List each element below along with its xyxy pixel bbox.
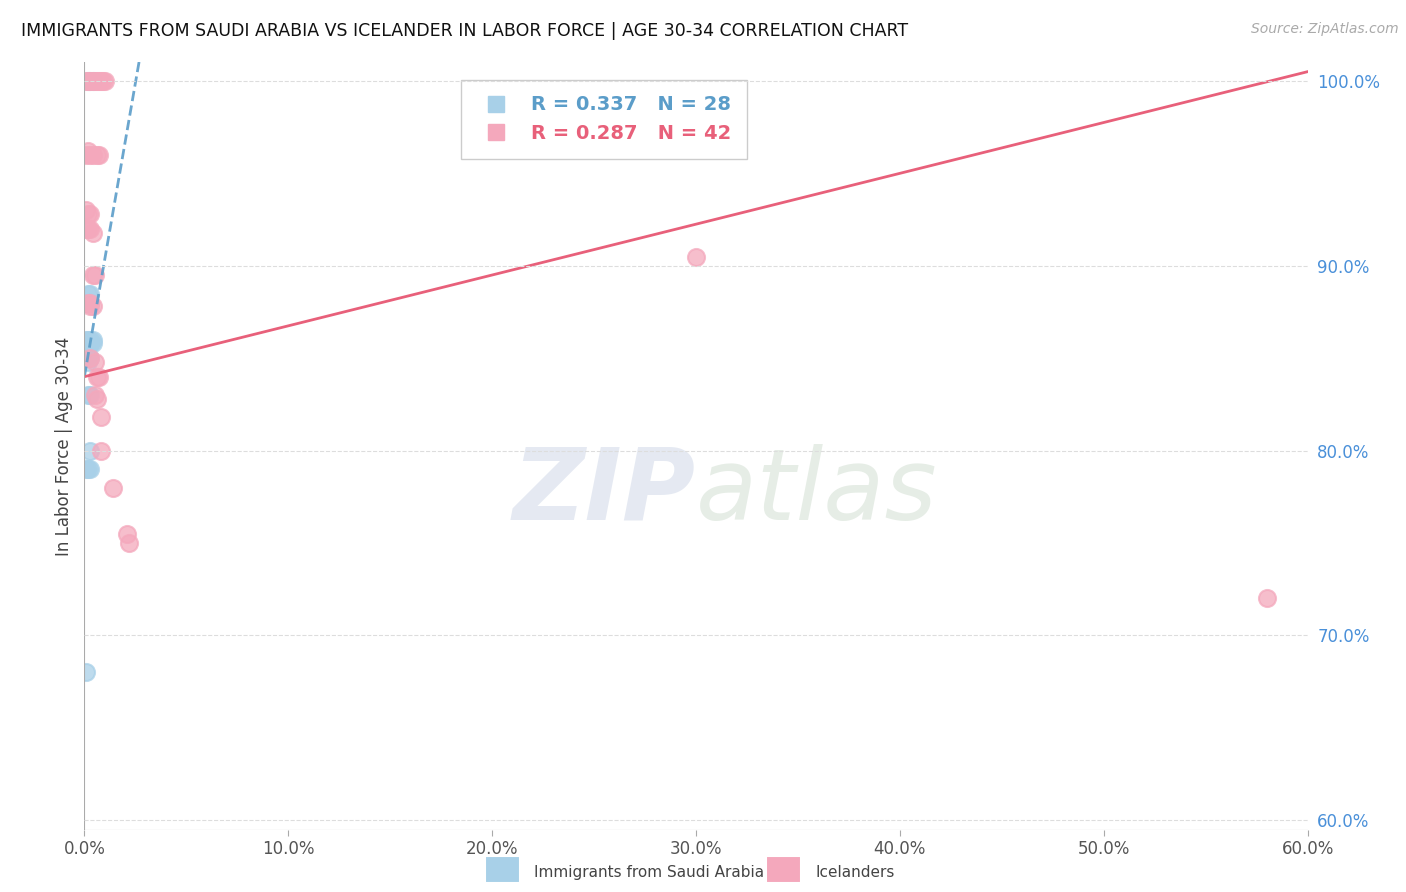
Point xyxy=(75,203,97,218)
Point xyxy=(115,526,138,541)
Point xyxy=(90,410,112,425)
Point xyxy=(86,74,108,88)
Point xyxy=(75,462,97,476)
Text: Immigrants from Saudi Arabia: Immigrants from Saudi Arabia xyxy=(534,865,765,880)
Point xyxy=(79,351,101,366)
Point xyxy=(77,222,100,236)
Point xyxy=(77,462,100,476)
Point xyxy=(75,295,97,310)
Y-axis label: In Labor Force | Age 30-34: In Labor Force | Age 30-34 xyxy=(55,336,73,556)
Point xyxy=(79,222,101,236)
Point xyxy=(93,74,115,88)
Text: ZIP: ZIP xyxy=(513,443,696,541)
Point xyxy=(91,74,114,88)
Point xyxy=(77,388,100,402)
Point xyxy=(79,148,101,162)
Point xyxy=(90,74,112,88)
Text: atlas: atlas xyxy=(696,443,938,541)
Point xyxy=(79,462,101,476)
Point xyxy=(79,336,101,351)
Point xyxy=(79,388,101,402)
Point xyxy=(75,351,97,366)
Point xyxy=(79,336,101,351)
Point xyxy=(118,536,141,550)
Point xyxy=(83,388,105,402)
Point xyxy=(77,295,100,310)
Point xyxy=(77,333,100,347)
Point xyxy=(82,74,104,88)
Point xyxy=(82,336,104,351)
Legend: R = 0.337   N = 28, R = 0.287   N = 42: R = 0.337 N = 28, R = 0.287 N = 42 xyxy=(461,79,747,159)
Point xyxy=(77,144,100,158)
Point xyxy=(83,74,105,88)
Text: Icelanders: Icelanders xyxy=(815,865,894,880)
Point xyxy=(79,351,101,366)
Point xyxy=(82,333,104,347)
Point xyxy=(90,443,112,458)
Point xyxy=(75,148,97,162)
Point xyxy=(82,148,104,162)
Point xyxy=(77,74,100,88)
Point xyxy=(77,207,100,221)
Point xyxy=(82,268,104,282)
Point xyxy=(79,207,101,221)
Point xyxy=(79,74,101,88)
Point xyxy=(82,74,104,88)
Point xyxy=(79,443,101,458)
Point xyxy=(79,295,101,310)
Point xyxy=(79,295,101,310)
Point xyxy=(77,74,100,88)
Point xyxy=(77,295,100,310)
Point xyxy=(75,222,97,236)
Point xyxy=(79,336,101,351)
Point xyxy=(86,392,108,406)
Point xyxy=(86,148,108,162)
Point xyxy=(87,74,110,88)
Point xyxy=(83,268,105,282)
Point xyxy=(75,333,97,347)
Point xyxy=(685,250,707,264)
Point xyxy=(86,369,108,384)
Point xyxy=(75,74,97,88)
Point xyxy=(82,226,104,240)
Point xyxy=(79,333,101,347)
Point xyxy=(101,481,124,495)
Text: IMMIGRANTS FROM SAUDI ARABIA VS ICELANDER IN LABOR FORCE | AGE 30-34 CORRELATION: IMMIGRANTS FROM SAUDI ARABIA VS ICELANDE… xyxy=(21,22,908,40)
Point xyxy=(75,665,97,680)
Text: Source: ZipAtlas.com: Source: ZipAtlas.com xyxy=(1251,22,1399,37)
Point xyxy=(77,286,100,301)
Point xyxy=(1256,591,1278,606)
Point xyxy=(79,336,101,351)
Point xyxy=(87,148,110,162)
Point xyxy=(79,74,101,88)
Point xyxy=(77,351,100,366)
Point xyxy=(82,300,104,314)
Point xyxy=(79,300,101,314)
Point xyxy=(77,355,100,369)
Point xyxy=(83,355,105,369)
Point xyxy=(87,369,110,384)
Point xyxy=(79,286,101,301)
